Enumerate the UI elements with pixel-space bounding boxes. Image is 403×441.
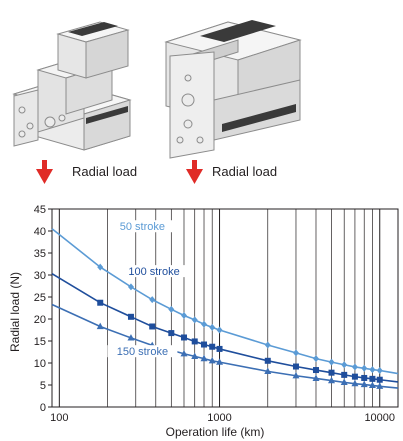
data-point (208, 357, 216, 364)
data-point (127, 334, 135, 341)
data-point (191, 352, 199, 359)
data-point (127, 313, 134, 320)
x-axis-label: Operation life (km) (166, 425, 265, 439)
curve-annotation: 100 stroke (128, 266, 179, 278)
curve-annotation: 50 stroke (120, 221, 165, 233)
series-line (51, 228, 399, 375)
data-point (341, 361, 348, 369)
data-point (216, 345, 223, 352)
data-point (149, 323, 156, 330)
data-point (264, 341, 271, 349)
data-point (97, 299, 104, 306)
y-tick-label: 25 (34, 292, 46, 304)
data-point (180, 334, 187, 341)
data-point (328, 369, 335, 376)
data-point (264, 367, 272, 374)
x-tick-label: 100 (50, 412, 68, 424)
data-point (200, 354, 208, 362)
module-illustration (12, 20, 302, 184)
annotation-background (107, 345, 178, 358)
data-point (209, 343, 216, 350)
y-tick-label: 5 (40, 380, 46, 392)
data-point (341, 371, 348, 378)
radial-load-chart: 0 5 10 15 20 25 30 35 40 45 100 1000 10000 Operation … (8, 204, 399, 439)
data-point (168, 305, 175, 313)
data-point (292, 363, 299, 370)
data-point (351, 373, 358, 380)
right-radial-load-label: Radial load (212, 164, 278, 179)
data-point (369, 366, 376, 374)
data-point (376, 366, 383, 374)
data-point (351, 379, 359, 387)
data-point (328, 376, 336, 384)
data-point (209, 323, 216, 331)
data-point (168, 330, 175, 337)
annotation-background (119, 265, 190, 278)
data-point (312, 374, 320, 381)
annotation-background (110, 220, 175, 233)
data-point (312, 355, 319, 363)
data-point (361, 364, 368, 372)
data-point (201, 341, 208, 348)
right-module-image (164, 20, 302, 159)
data-point (191, 316, 198, 324)
y-tick-label: 15 (34, 336, 46, 348)
y-tick-label: 45 (34, 204, 46, 216)
data-point (149, 296, 156, 304)
data-point (216, 358, 224, 365)
data-point (264, 357, 271, 364)
left-radial-load-arrow (36, 160, 53, 184)
data-point (180, 311, 187, 319)
y-tick-label: 10 (34, 358, 46, 370)
left-module-image (12, 21, 132, 151)
y-axis-label: Radial load (N) (8, 272, 22, 352)
y-tick-label: 35 (34, 248, 46, 260)
data-point (376, 382, 384, 389)
data-point (96, 322, 104, 330)
data-point (340, 378, 348, 385)
y-tick-label: 20 (34, 314, 46, 326)
data-point (191, 338, 198, 345)
data-point (361, 374, 368, 381)
x-tick-label: 1000 (207, 412, 231, 424)
y-tick-label: 30 (34, 270, 46, 282)
data-point (360, 380, 368, 388)
data-point (216, 326, 223, 334)
data-point (369, 375, 376, 382)
data-point (351, 363, 358, 371)
left-radial-load-label: Radial load (72, 164, 138, 179)
y-tick-label: 0 (40, 402, 46, 414)
data-point (368, 381, 376, 389)
data-point (292, 349, 299, 357)
y-tick-label: 40 (34, 226, 46, 238)
data-point (312, 367, 319, 374)
data-point (376, 376, 383, 383)
data-point (127, 283, 134, 291)
data-point (180, 349, 188, 357)
data-point (201, 320, 208, 328)
right-radial-load-arrow (186, 160, 203, 184)
data-point (292, 371, 300, 379)
plot-frame (51, 208, 399, 408)
data-point (97, 263, 104, 271)
curve-annotation: 150 stroke (117, 346, 168, 358)
x-tick-label: 10000 (364, 412, 395, 424)
data-point (328, 358, 335, 366)
